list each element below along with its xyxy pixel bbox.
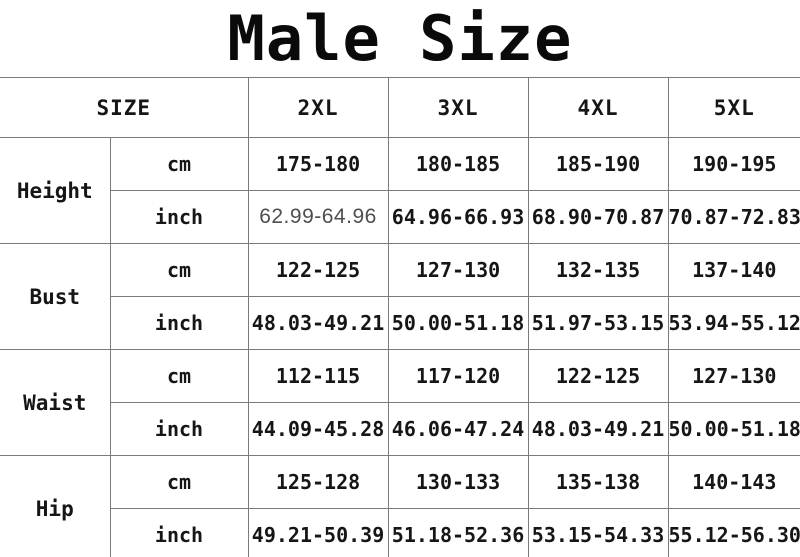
size-table: SIZE 2XL 3XL 4XL 5XL Height cm 175-180 1… — [0, 77, 800, 557]
value-cell: 135-138 — [527, 455, 669, 509]
value-cell: 127-130 — [667, 349, 800, 403]
value-cell: 180-185 — [387, 137, 529, 191]
value-cell: 46.06-47.24 — [387, 402, 529, 456]
value-cell: 64.96-66.93 — [387, 190, 529, 244]
hip-cm-row: Hip cm 125-128 130-133 135-138 140-143 — [0, 455, 800, 557]
value-cell: 44.09-45.28 — [247, 402, 389, 456]
hip-inch-row: inch 49.21-50.39 51.18-52.36 53.15-54.33… — [0, 508, 800, 557]
page-title: Male Size — [227, 2, 573, 75]
value-cell: 55.12-56.30 — [667, 508, 800, 557]
row-label-waist: Waist — [0, 349, 111, 456]
height-inch-row: inch 62.99-64.96 64.96-66.93 68.90-70.87… — [0, 190, 800, 244]
value-cell: 51.18-52.36 — [387, 508, 529, 557]
value-cell: 175-180 — [247, 137, 389, 191]
row-label-height: Height — [0, 137, 111, 244]
size-header-cell: SIZE — [0, 77, 249, 138]
unit-cell-inch: inch — [110, 508, 249, 557]
unit-cell-inch: inch — [110, 190, 249, 244]
bust-cm-row: Bust cm 122-125 127-130 132-135 137-140 — [0, 243, 800, 350]
value-cell: 190-195 — [667, 137, 800, 191]
value-cell: 62.99-64.96 — [247, 190, 389, 244]
unit-cell-cm: cm — [109, 243, 249, 297]
value-cell: 112-115 — [247, 349, 389, 403]
value-cell: 137-140 — [667, 243, 800, 297]
value-cell: 132-135 — [527, 243, 669, 297]
row-label-hip: Hip — [0, 455, 111, 557]
unit-cell-cm: cm — [109, 349, 249, 403]
value-cell: 140-143 — [667, 455, 800, 509]
unit-cell-cm: cm — [109, 137, 249, 191]
value-cell: 70.87-72.83 — [667, 190, 800, 244]
value-cell: 117-120 — [387, 349, 529, 403]
value-cell: 53.94-55.12 — [667, 296, 800, 350]
value-cell: 48.03-49.21 — [527, 402, 669, 456]
value-cell: 125-128 — [247, 455, 389, 509]
value-cell: 68.90-70.87 — [527, 190, 669, 244]
unit-cell-inch: inch — [110, 296, 249, 350]
value-cell: 50.00-51.18 — [387, 296, 529, 350]
bust-inch-row: inch 48.03-49.21 50.00-51.18 51.97-53.15… — [0, 296, 800, 350]
value-cell: 127-130 — [387, 243, 529, 297]
value-cell: 50.00-51.18 — [667, 402, 800, 456]
size-col-4xl: 4XL — [527, 77, 669, 138]
row-label-bust: Bust — [0, 243, 111, 350]
header-row: SIZE 2XL 3XL 4XL 5XL — [0, 77, 800, 138]
height-cm-row: Height cm 175-180 180-185 185-190 190-19… — [0, 137, 800, 244]
unit-cell-cm: cm — [109, 455, 249, 509]
value-cell: 122-125 — [527, 349, 669, 403]
value-cell: 49.21-50.39 — [247, 508, 389, 557]
size-col-3xl: 3XL — [387, 77, 529, 138]
waist-inch-row: inch 44.09-45.28 46.06-47.24 48.03-49.21… — [0, 402, 800, 456]
value-cell: 53.15-54.33 — [527, 508, 669, 557]
value-cell: 122-125 — [247, 243, 389, 297]
value-cell: 48.03-49.21 — [247, 296, 389, 350]
value-cell: 185-190 — [527, 137, 669, 191]
size-col-2xl: 2XL — [247, 77, 389, 138]
unit-cell-inch: inch — [110, 402, 249, 456]
value-cell: 130-133 — [387, 455, 529, 509]
waist-cm-row: Waist cm 112-115 117-120 122-125 127-130 — [0, 349, 800, 456]
size-col-5xl: 5XL — [667, 77, 800, 138]
value-cell: 51.97-53.15 — [527, 296, 669, 350]
